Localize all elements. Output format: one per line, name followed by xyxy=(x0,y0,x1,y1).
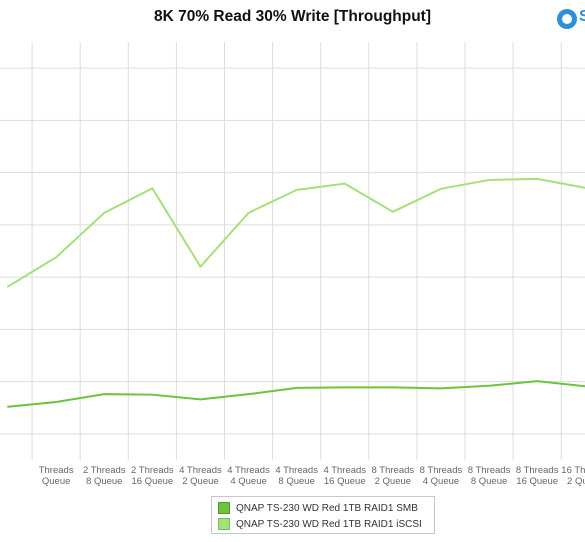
x-tick-label: Threads Queue xyxy=(39,465,74,487)
legend-item-iscsi[interactable]: QNAP TS-230 WD Red 1TB RAID1 iSCSI xyxy=(218,516,428,532)
chart-legend: QNAP TS-230 WD Red 1TB RAID1 SMB QNAP TS… xyxy=(211,496,435,534)
chart-title: 8K 70% Read 30% Write [Throughput] xyxy=(153,8,432,25)
series-line-smb xyxy=(7,380,585,408)
x-tick-label: 4 Threads 4 Queue xyxy=(227,465,270,487)
legend-swatch-iscsi xyxy=(218,518,230,530)
x-tick-label: 8 Threads 2 Queue xyxy=(372,465,415,487)
brand-letter: S xyxy=(579,8,585,25)
x-tick-label: 8 Threads 16 Queue xyxy=(516,465,559,487)
x-tick-label: 4 Threads 8 Queue xyxy=(275,465,318,487)
x-tick-label: 4 Threads 16 Queue xyxy=(323,465,366,487)
legend-label-iscsi: QNAP TS-230 WD Red 1TB RAID1 iSCSI xyxy=(236,518,422,530)
legend-item-smb[interactable]: QNAP TS-230 WD Red 1TB RAID1 SMB xyxy=(218,500,428,516)
x-tick-label: 8 Threads 8 Queue xyxy=(468,465,511,487)
x-tick-label: 2 Threads 16 Queue xyxy=(131,465,174,487)
x-tick-label: 4 Threads 2 Queue xyxy=(179,465,222,487)
legend-label-smb: QNAP TS-230 WD Red 1TB RAID1 SMB xyxy=(236,502,418,514)
brand-logo-icon xyxy=(557,9,577,29)
x-tick-label: 2 Threads 8 Queue xyxy=(83,465,126,487)
series-line-iscsi xyxy=(7,177,585,288)
legend-swatch-smb xyxy=(218,502,230,514)
x-tick-label: 8 Threads 4 Queue xyxy=(420,465,463,487)
